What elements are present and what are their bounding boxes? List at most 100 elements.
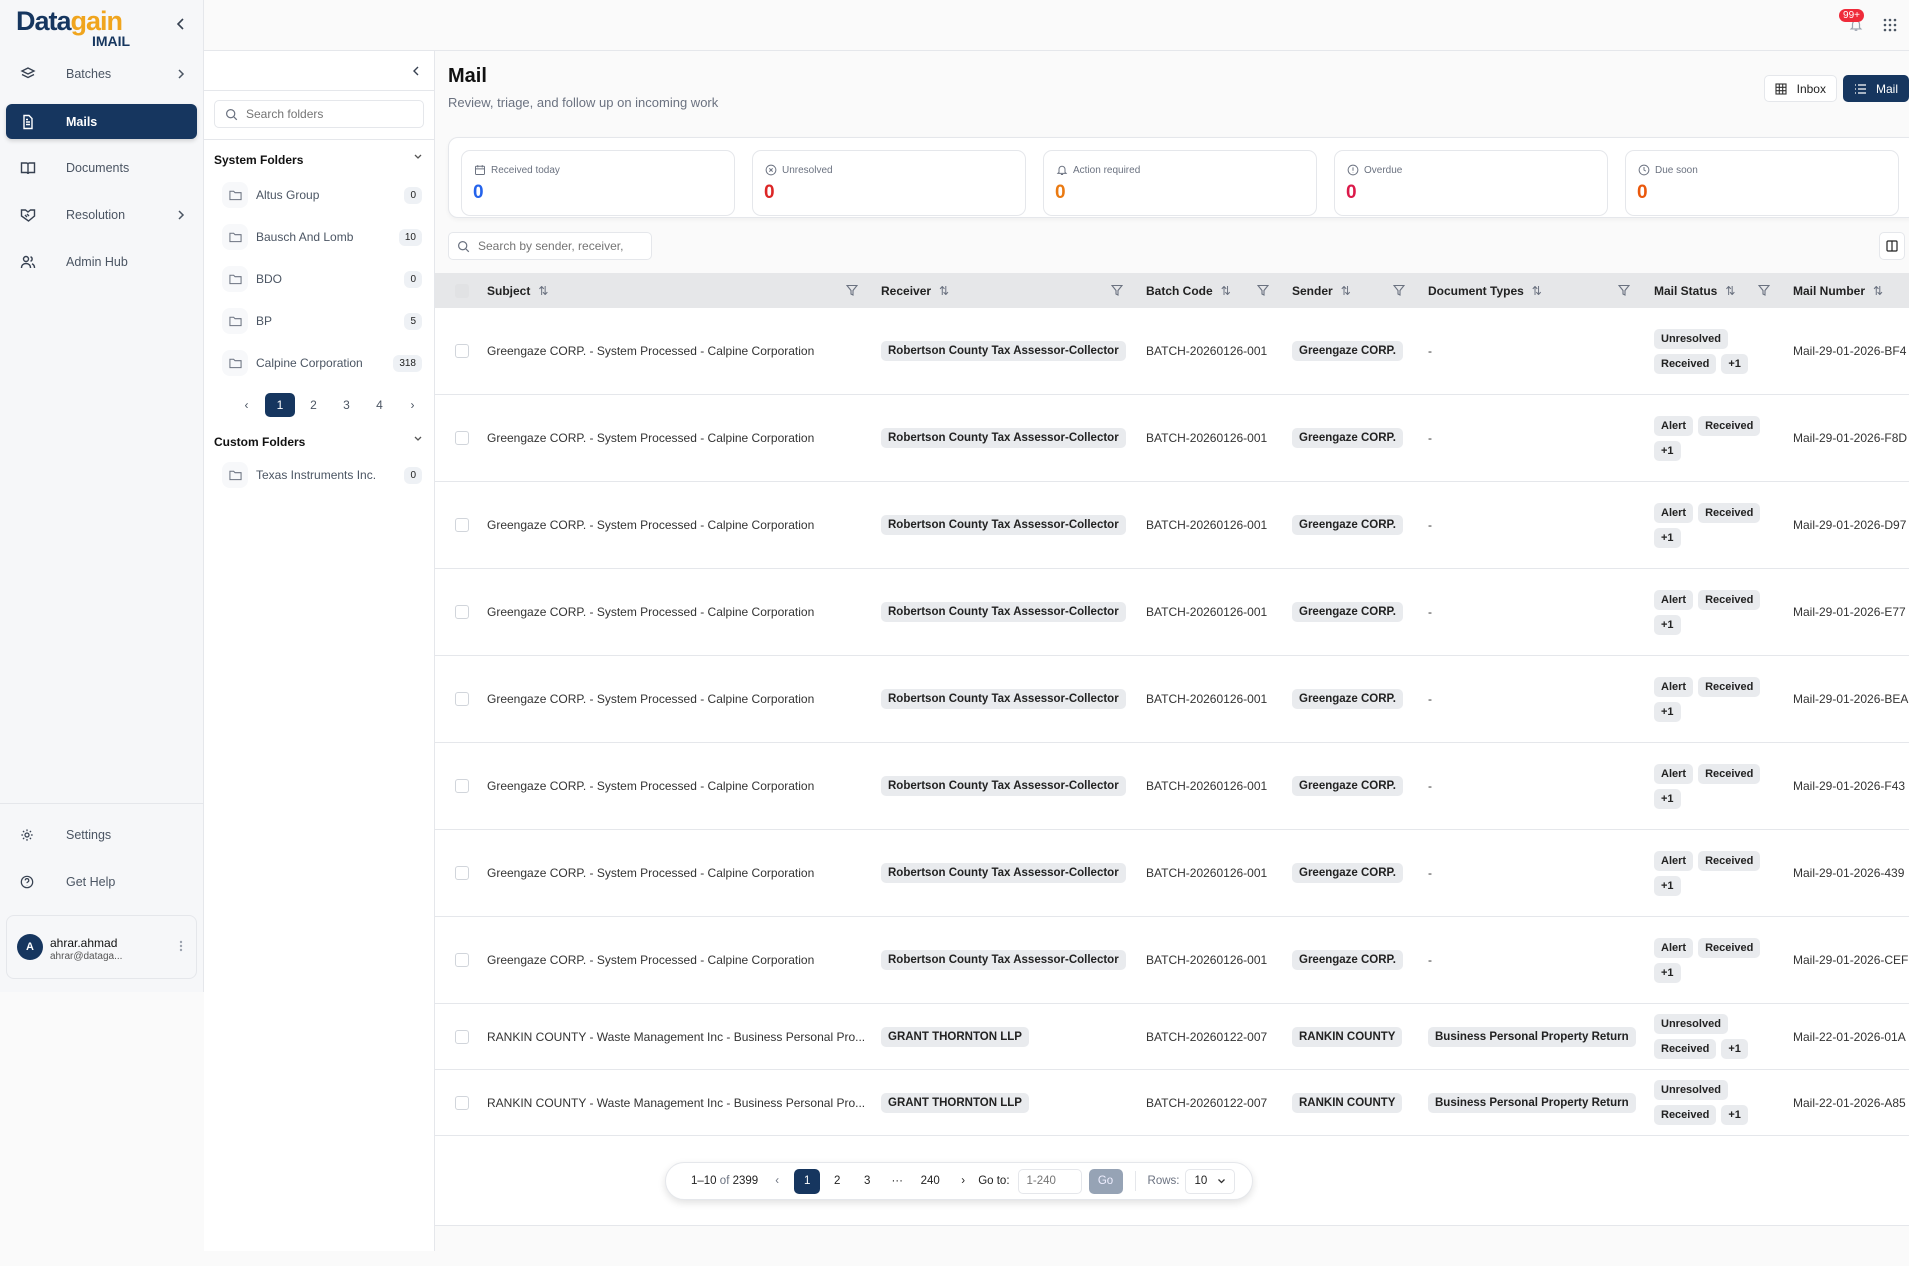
sort-icon[interactable]: ⇅ (939, 283, 950, 298)
subject-cell: Greengaze CORP. - System Processed - Cal… (487, 692, 815, 706)
collapse-folders-button[interactable] (412, 65, 420, 77)
row-checkbox[interactable] (455, 518, 469, 532)
row-checkbox[interactable] (455, 866, 469, 880)
filter-icon[interactable] (846, 284, 858, 296)
mail-number-cell[interactable]: Mail-29-01-2026-F8D (1793, 431, 1908, 445)
page-1-button[interactable]: 1 (794, 1168, 821, 1194)
prev-page-button[interactable]: ‹ (775, 1175, 780, 1187)
batch-code-cell: BATCH-20260122-007 (1146, 1095, 1268, 1110)
goto-page-input[interactable] (1017, 1168, 1082, 1194)
mail-number-cell[interactable]: Mail-29-01-2026-E77 (1793, 605, 1906, 619)
filter-icon[interactable] (1111, 284, 1123, 296)
folder-page-4[interactable]: 4 (376, 398, 383, 412)
table-row[interactable]: Greengaze CORP. - System Processed - Cal… (435, 830, 1909, 917)
row-checkbox[interactable] (455, 344, 469, 358)
mail-number-cell[interactable]: Mail-22-01-2026-A85 (1793, 1095, 1906, 1110)
sort-icon[interactable]: ⇅ (1531, 283, 1542, 298)
more-vertical-icon[interactable] (179, 940, 183, 952)
mail-view-button[interactable]: Mail (1842, 75, 1909, 102)
sort-icon[interactable]: ⇅ (1725, 283, 1736, 298)
table-row[interactable]: Greengaze CORP. - System Processed - Cal… (435, 308, 1909, 395)
logo-accent: gain (70, 6, 124, 36)
column-header[interactable]: Receiver ⇅ (881, 273, 949, 308)
column-header[interactable]: Subject ⇅ (487, 273, 548, 308)
table-row[interactable]: Greengaze CORP. - System Processed - Cal… (435, 743, 1909, 830)
filter-icon[interactable] (1257, 284, 1269, 296)
folder-item[interactable]: Altus Group 0 (222, 181, 422, 209)
folder-search[interactable] (214, 100, 424, 128)
filter-icon[interactable] (1618, 284, 1630, 296)
mail-number-cell[interactable]: Mail-29-01-2026-BEA (1793, 692, 1909, 706)
table-row[interactable]: Greengaze CORP. - System Processed - Cal… (435, 656, 1909, 743)
select-all-checkbox[interactable] (455, 273, 469, 308)
sidebar-item-documents[interactable]: Documents (6, 150, 197, 185)
filter-icon[interactable] (1393, 284, 1405, 296)
mail-number-cell[interactable]: Mail-29-01-2026-439 (1793, 866, 1905, 880)
mail-search[interactable] (448, 232, 652, 260)
collapse-sidebar-button[interactable] (176, 18, 186, 30)
mail-number-cell[interactable]: Mail-29-01-2026-BF4 (1793, 344, 1907, 358)
folder-item[interactable]: BP 5 (222, 307, 422, 335)
status-tag: Unresolved (1654, 1014, 1728, 1034)
table-row[interactable]: Greengaze CORP. - System Processed - Cal… (435, 482, 1909, 569)
stat-value: 0 (473, 182, 484, 203)
sidebar-item-admin-hub[interactable]: Admin Hub (6, 244, 197, 279)
go-button[interactable]: Go (1088, 1168, 1123, 1194)
column-header[interactable]: Batch Code ⇅ (1146, 273, 1231, 308)
inbox-view-button[interactable]: Inbox (1763, 75, 1837, 102)
prev-page-button[interactable]: ‹ (244, 398, 249, 412)
folder-search-input[interactable] (246, 107, 406, 121)
row-checkbox[interactable] (455, 1095, 469, 1110)
filter-icon[interactable] (1758, 284, 1770, 296)
folder-page-3[interactable]: 3 (343, 398, 350, 412)
status-tag: +1 (1654, 788, 1681, 809)
table-row[interactable]: RANKIN COUNTY - Waste Management Inc - B… (435, 1070, 1909, 1136)
next-page-button[interactable]: › (961, 1175, 966, 1187)
folder-item[interactable]: Bausch And Lomb 10 (222, 223, 422, 251)
apps-grid-icon[interactable] (1883, 18, 1897, 32)
folder-item[interactable]: Calpine Corporation 318 (222, 349, 422, 377)
system-folders-header[interactable]: System Folders (214, 153, 424, 167)
row-checkbox[interactable] (455, 692, 469, 706)
rows-per-page-select[interactable]: 10 (1185, 1168, 1236, 1194)
column-header[interactable]: Mail Number ⇅ (1793, 273, 1883, 308)
batch-code-cell: BATCH-20260122-007 (1146, 1029, 1268, 1044)
mail-search-input[interactable] (478, 239, 648, 253)
table-row[interactable]: Greengaze CORP. - System Processed - Cal… (435, 395, 1909, 482)
sidebar-item-mails[interactable]: Mails (6, 104, 197, 139)
page-2-button[interactable]: 2 (833, 1175, 841, 1187)
sort-icon[interactable]: ⇅ (1220, 283, 1231, 298)
sort-icon[interactable]: ⇅ (1340, 283, 1351, 298)
last-page-button[interactable]: 240 (920, 1175, 940, 1187)
folder-page-1[interactable]: 1 (265, 393, 295, 417)
page-3-button[interactable]: 3 (863, 1175, 871, 1187)
folder-item[interactable]: BDO 0 (222, 265, 422, 293)
sidebar-item-batches[interactable]: Batches (6, 56, 197, 91)
row-checkbox[interactable] (455, 1029, 469, 1044)
sidebar-item-settings[interactable]: Settings (6, 817, 197, 852)
custom-folders-header[interactable]: Custom Folders (214, 435, 424, 449)
column-toggle-button[interactable] (1879, 232, 1905, 260)
sidebar-item-resolution[interactable]: Resolution (6, 197, 197, 232)
sidebar-item-get-help[interactable]: Get Help (6, 864, 197, 899)
row-checkbox[interactable] (455, 779, 469, 793)
table-row[interactable]: Greengaze CORP. - System Processed - Cal… (435, 569, 1909, 656)
user-profile[interactable]: A ahrar.ahmad ahrar@dataga... (6, 915, 197, 979)
folder-item[interactable]: Texas Instruments Inc. 0 (222, 461, 422, 489)
table-row[interactable]: RANKIN COUNTY - Waste Management Inc - B… (435, 1004, 1909, 1070)
mail-number-cell[interactable]: Mail-29-01-2026-CEF (1793, 953, 1909, 967)
table-row[interactable]: Greengaze CORP. - System Processed - Cal… (435, 917, 1909, 1004)
mail-number-cell[interactable]: Mail-29-01-2026-F43 (1793, 779, 1906, 793)
mail-number-cell[interactable]: Mail-22-01-2026-01A (1793, 1029, 1906, 1044)
column-header[interactable]: Mail Status ⇅ (1654, 273, 1735, 308)
folder-page-2[interactable]: 2 (310, 398, 317, 412)
row-checkbox[interactable] (455, 431, 469, 445)
next-page-button[interactable]: › (410, 398, 415, 412)
column-header[interactable]: Document Types ⇅ (1428, 273, 1542, 308)
row-checkbox[interactable] (455, 953, 469, 967)
row-checkbox[interactable] (455, 605, 469, 619)
sort-icon[interactable]: ⇅ (1873, 283, 1884, 298)
sort-icon[interactable]: ⇅ (538, 283, 549, 298)
column-header[interactable]: Sender ⇅ (1292, 273, 1351, 308)
mail-number-cell[interactable]: Mail-29-01-2026-D97 (1793, 518, 1907, 532)
